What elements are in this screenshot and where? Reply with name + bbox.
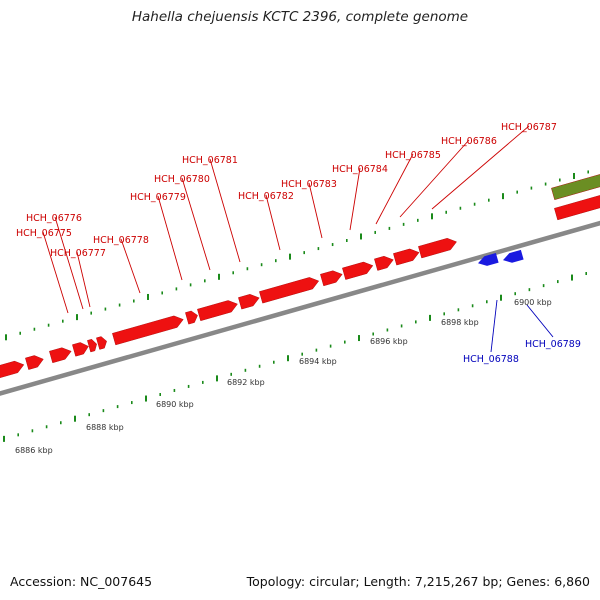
forward-gene-arrow <box>238 294 260 310</box>
map-title: Hahella chejuensis KCTC 2396, complete g… <box>131 9 469 25</box>
callout-line <box>54 216 84 310</box>
callout-line <box>349 167 361 231</box>
callout-line <box>120 238 141 294</box>
gene-label-hch_06776: HCH_06776 <box>26 213 82 224</box>
reverse-gene-arrow <box>478 252 499 266</box>
scale-label: 6894 kbp <box>299 357 337 366</box>
gene-label-hch_06782: HCH_06782 <box>238 191 294 202</box>
gene-features <box>0 173 600 379</box>
tick-track-lower <box>3 272 588 442</box>
gene-callouts: HCH_06775 HCH_06776 HCH_06777 HCH_06778 HCH_… <box>16 122 581 365</box>
gene-label-hch_06788: HCH_06788 <box>463 354 519 365</box>
scale-label: 6890 kbp <box>156 400 194 409</box>
gene-label-hch_06778: HCH_06778 <box>93 235 149 246</box>
forward-gene-arrow <box>374 256 394 271</box>
scale-label: 6898 kbp <box>441 318 479 327</box>
genome-summary-text: Topology: circular; Length: 7,215,267 bp… <box>246 574 590 589</box>
genome-backbone <box>0 220 600 396</box>
gene-label-hch_06781: HCH_06781 <box>182 155 238 166</box>
backbone-line <box>0 220 600 396</box>
forward-gene-arrow <box>25 355 44 370</box>
callout-line <box>42 231 69 314</box>
gene-label-hch_06780: HCH_06780 <box>154 174 210 185</box>
accession-text: Accession: NC_007645 <box>10 574 153 589</box>
callout-line <box>308 182 323 239</box>
forward-gene-arrow <box>72 342 89 357</box>
callout-line <box>265 194 281 251</box>
scale-label: 6892 kbp <box>227 378 265 387</box>
gene-label-hch_06789: HCH_06789 <box>525 339 581 350</box>
scale-labels: 6886 kbp 6888 kbp 6890 kbp 6892 kbp 6894 kbp… <box>15 298 552 455</box>
other-feature-block <box>551 173 600 200</box>
gene-label-hch_06775: HCH_06775 <box>16 228 72 239</box>
forward-gene-arrow <box>96 336 107 350</box>
callout-line <box>181 177 211 271</box>
forward-gene-arrow <box>393 248 420 266</box>
forward-gene-arrow <box>259 277 320 304</box>
callout-line <box>490 299 498 353</box>
callout-line <box>157 195 183 281</box>
callout-line <box>375 153 414 225</box>
forward-gene-arrow <box>112 315 184 346</box>
gene-label-hch_06786: HCH_06786 <box>441 136 497 147</box>
gene-label-hch_06777: HCH_06777 <box>50 248 106 259</box>
gene-label-hch_06787: HCH_06787 <box>501 122 557 133</box>
forward-gene-arrow <box>554 193 600 221</box>
reverse-gene-arrow <box>503 249 524 263</box>
callout-line <box>76 251 91 308</box>
forward-gene-arrow <box>0 360 25 379</box>
forward-gene-arrow <box>197 300 238 322</box>
gene-label-hch_06785: HCH_06785 <box>385 150 441 161</box>
callout-line <box>431 125 530 210</box>
forward-gene-arrow <box>49 347 72 364</box>
scale-label: 6896 kbp <box>370 337 408 346</box>
callout-line <box>209 158 241 263</box>
tick-track-upper <box>5 170 590 341</box>
callout-line <box>399 139 470 218</box>
forward-gene-arrow <box>185 310 198 325</box>
forward-gene-arrow <box>418 238 457 259</box>
scale-label: 6888 kbp <box>86 423 124 432</box>
callout-line <box>526 304 554 338</box>
gene-label-hch_06783: HCH_06783 <box>281 179 337 190</box>
forward-gene-arrow <box>87 339 97 353</box>
forward-gene-arrow <box>320 270 343 287</box>
scale-label: 6886 kbp <box>15 446 53 455</box>
gene-label-hch_06779: HCH_06779 <box>130 192 186 203</box>
forward-gene-arrow <box>342 261 374 280</box>
gene-label-hch_06784: HCH_06784 <box>332 164 388 175</box>
scale-label: 6900 kbp <box>514 298 552 307</box>
